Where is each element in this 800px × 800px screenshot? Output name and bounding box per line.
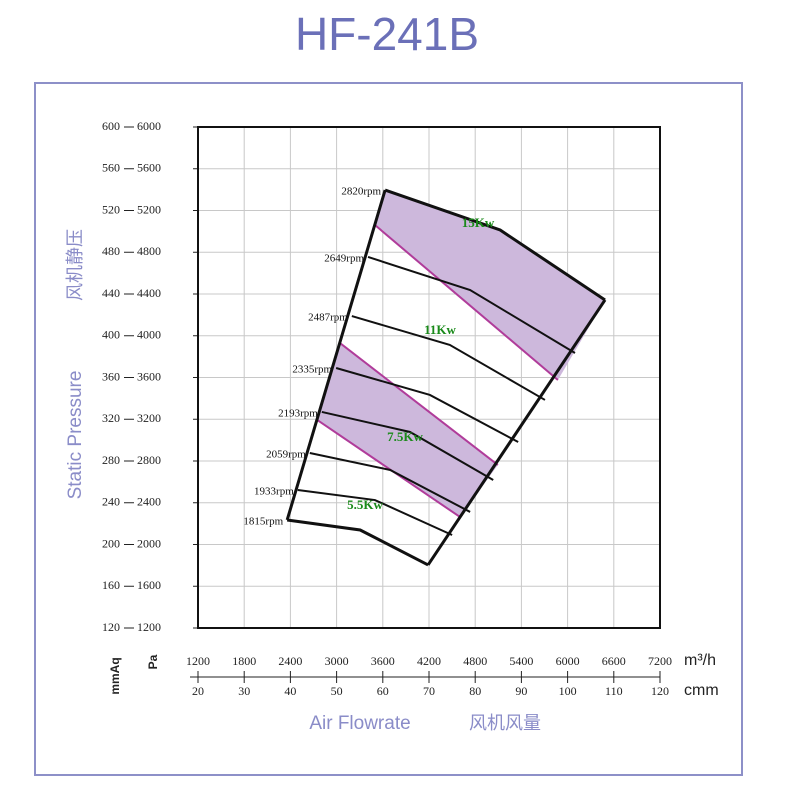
rpm-curve: [351, 315, 546, 401]
shaded-region: [374, 190, 606, 381]
x-tick-label: 50: [331, 684, 343, 698]
x-tick-label: 120: [651, 684, 669, 698]
y-tick-label: 320: [102, 411, 120, 425]
y2-tick-label: 2800: [137, 453, 161, 467]
y-tick-label: 600: [102, 119, 120, 133]
rpm-label: 2820rpm: [341, 186, 381, 198]
power-label: 5.5Kw: [347, 497, 383, 512]
power-line: [316, 419, 461, 518]
y2-tick-label: 5600: [137, 161, 161, 175]
y-tick-label: 240: [102, 495, 120, 509]
x2-tick-label: 1800: [232, 654, 256, 668]
y-tick-label: 520: [102, 202, 120, 216]
y2-tick-label: 4800: [137, 244, 161, 258]
y2-tick-label: 1200: [137, 620, 161, 634]
y-tick-label: 160: [102, 578, 120, 592]
x2-tick-label: 5400: [509, 654, 533, 668]
rpm-label: 2649rpm: [324, 252, 364, 264]
shaded-region: [317, 342, 498, 517]
y2-tick-label: 3600: [137, 369, 161, 383]
x2-tick-label: 3600: [371, 654, 395, 668]
power-line: [339, 342, 499, 466]
x-axis-title-cn: 风机风量: [469, 713, 541, 733]
y-tick-label: 400: [102, 328, 120, 342]
x-tick-label: 100: [559, 684, 577, 698]
x-tick-label: 90: [515, 684, 527, 698]
x-tick-label: 70: [423, 684, 435, 698]
y-tick-label: 360: [102, 369, 120, 383]
x2-tick-label: 6600: [602, 654, 626, 668]
x-tick-label: 110: [605, 684, 623, 698]
y2-tick-label: 6000: [137, 119, 161, 133]
rpm-curve: [335, 367, 519, 443]
rpm-label: 2193rpm: [278, 407, 318, 419]
x2-tick-label: 4200: [417, 654, 441, 668]
y2-tick-label: 4000: [137, 328, 161, 342]
plot-border: [197, 126, 661, 629]
x-tick-label: 20: [192, 684, 204, 698]
y2-unit: Pa: [146, 654, 160, 669]
x2-tick-label: 4800: [463, 654, 487, 668]
envelope-right: [426, 299, 607, 566]
rpm-curve: [297, 489, 453, 536]
power-line: [374, 224, 559, 381]
y-axis-title: Static Pressure: [65, 371, 86, 500]
x-tick-label: 60: [377, 684, 389, 698]
y2-tick-label: 2000: [137, 536, 161, 550]
chart-title: HF-241B: [295, 8, 479, 60]
rpm-label: 2335rpm: [292, 364, 332, 376]
x2-tick-label: 7200: [648, 654, 672, 668]
x-axis-title: Air Flowrate: [309, 713, 410, 734]
rpm-curve: [384, 188, 606, 302]
power-label: 7.5Kw: [387, 429, 423, 444]
power-label: 15Kw: [462, 215, 495, 230]
frame: [34, 82, 743, 776]
rpm-curve: [286, 518, 429, 567]
rpm-curve: [309, 451, 471, 513]
y-tick-label: 560: [102, 161, 120, 175]
envelope-left: [285, 189, 387, 521]
x-unit: cmm: [684, 682, 719, 699]
y2-tick-label: 5200: [137, 202, 161, 216]
x2-tick-label: 1200: [186, 654, 210, 668]
y2-tick-label: 2400: [137, 495, 161, 509]
y-tick-label: 200: [102, 536, 120, 550]
x-tick-label: 40: [284, 684, 296, 698]
rpm-label: 2487rpm: [308, 312, 348, 324]
rpm-label: 1815rpm: [243, 516, 283, 528]
y2-tick-label: 3200: [137, 411, 161, 425]
x2-tick-label: 2400: [278, 654, 302, 668]
x2-tick-label: 6000: [556, 654, 580, 668]
power-label: 11Kw: [424, 322, 456, 337]
y-tick-label: 480: [102, 244, 120, 258]
y-tick-label: 440: [102, 286, 120, 300]
rpm-label: 2059rpm: [266, 448, 306, 460]
rpm-curve: [321, 410, 494, 481]
y-axis-title-cn: 风机静压: [65, 229, 85, 301]
y2-tick-label: 1600: [137, 578, 161, 592]
y-unit: mmAq: [108, 657, 122, 694]
y2-tick-label: 4400: [137, 286, 161, 300]
x-tick-label: 30: [238, 684, 250, 698]
x2-unit: m³/h: [684, 652, 716, 669]
y-tick-label: 280: [102, 453, 120, 467]
rpm-label: 1933rpm: [254, 486, 294, 498]
rpm-curve: [367, 255, 576, 354]
y-tick-label: 120: [102, 620, 120, 634]
x-tick-label: 80: [469, 684, 481, 698]
x2-tick-label: 3000: [325, 654, 349, 668]
